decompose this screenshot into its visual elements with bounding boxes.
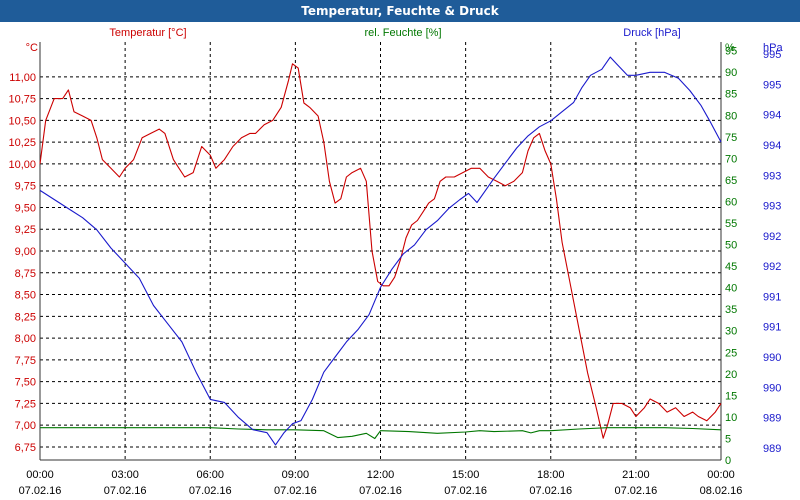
humidity-tick-label: 90 (725, 67, 737, 79)
humidity-tick-label: 20 (725, 369, 737, 381)
humidity-tick-label: 10 (725, 412, 737, 424)
x-tick-date: 07.02.16 (444, 485, 487, 497)
pressure-series-label: Druck [hPa] (623, 27, 680, 39)
temperature-tick-label: 9,50 (15, 202, 36, 214)
temperature-tick-label: 8,75 (15, 268, 36, 280)
humidity-tick-label: 65 (725, 175, 737, 187)
pressure-tick-label: 991 (763, 322, 781, 334)
temperature-tick-label: 9,25 (15, 224, 36, 236)
x-tick-date: 07.02.16 (189, 485, 232, 497)
temperature-tick-label: 7,00 (15, 420, 36, 432)
weather-line-chart: 11,00 10,75 10,50 10,25 10,00 9,75 9,50 9,25 9,0… (8, 27, 783, 497)
temperature-tick-label: 9,00 (15, 246, 36, 258)
pressure-tick-label: 994 (763, 140, 781, 152)
chart-title: Temperatur, Feuchte & Druck (301, 4, 499, 18)
humidity-tick-label: 0 (725, 455, 731, 467)
temperature-tick-label: 8,25 (15, 311, 36, 323)
humidity-tick-label: 15 (725, 390, 737, 402)
temperature-tick-label: 10,50 (8, 115, 36, 127)
humidity-unit-label: % (725, 42, 735, 54)
pressure-tick-label: 993 (763, 201, 781, 213)
pressure-tick-label: 989 (763, 413, 781, 425)
temperature-tick-label: 8,00 (15, 333, 36, 345)
pressure-tick-label: 995 (763, 79, 781, 91)
temperature-tick-label: 10,25 (8, 137, 36, 149)
humidity-tick-label: 95 (725, 46, 737, 58)
x-tick-date: 07.02.16 (614, 485, 657, 497)
humidity-tick-label: 85 (725, 89, 737, 101)
x-tick-time: 00:00 (26, 469, 54, 481)
temperature-tick-label: 7,25 (15, 398, 36, 410)
humidity-tick-label: 70 (725, 153, 737, 165)
x-tick-date: 07.02.16 (529, 485, 572, 497)
temperature-tick-label: 8,50 (15, 290, 36, 302)
humidity-tick-label: 55 (725, 218, 737, 230)
pressure-tick-label: 989 (763, 443, 781, 455)
temperature-unit-label: °C (26, 42, 38, 54)
temperature-line (39, 63, 722, 439)
pressure-unit-label: hPa (763, 42, 783, 54)
pressure-tick-label: 990 (763, 352, 781, 364)
humidity-tick-label: 35 (725, 304, 737, 316)
temperature-tick-label: 10,75 (8, 94, 36, 106)
humidity-tick-label: 80 (725, 110, 737, 122)
humidity-tick-label: 40 (725, 283, 737, 295)
x-tick-date: 07.02.16 (359, 485, 402, 497)
humidity-tick-label: 5 (725, 433, 731, 445)
temperature-series-label: Temperatur [°C] (109, 27, 186, 39)
pressure-tick-label: 995 (763, 49, 781, 61)
x-tick-time: 15:00 (452, 469, 480, 481)
pressure-tick-label: 994 (763, 110, 781, 122)
x-tick-date: 08.02.16 (700, 485, 743, 497)
humidity-tick-label: 45 (725, 261, 737, 273)
humidity-tick-label: 25 (725, 347, 737, 359)
chart-title-bar: Temperatur, Feuchte & Druck (0, 0, 800, 22)
x-tick-time: 21:00 (622, 469, 650, 481)
temperature-tick-label: 6,75 (15, 442, 36, 454)
humidity-tick-label: 30 (725, 326, 737, 338)
temperature-tick-label: 7,75 (15, 355, 36, 367)
x-tick-date: 07.02.16 (19, 485, 62, 497)
x-tick-time: 12:00 (367, 469, 395, 481)
humidity-series-label: rel. Feuchte [%] (364, 27, 441, 39)
temperature-tick-label: 10,00 (8, 159, 36, 171)
pressure-tick-label: 992 (763, 231, 781, 243)
temperature-tick-label: 7,50 (15, 377, 36, 389)
x-tick-date: 07.02.16 (104, 485, 147, 497)
humidity-tick-label: 60 (725, 196, 737, 208)
pressure-line (39, 56, 722, 446)
pressure-tick-label: 991 (763, 291, 781, 303)
pressure-tick-label: 990 (763, 382, 781, 394)
x-tick-time: 06:00 (196, 469, 224, 481)
temperature-tick-label: 11,00 (9, 72, 36, 84)
humidity-tick-label: 50 (725, 240, 737, 252)
x-tick-date: 07.02.16 (274, 485, 317, 497)
x-tick-time: 00:00 (707, 469, 735, 481)
pressure-tick-label: 992 (763, 261, 781, 273)
x-tick-time: 03:00 (111, 469, 139, 481)
humidity-tick-label: 75 (725, 132, 737, 144)
x-tick-time: 18:00 (537, 469, 565, 481)
x-tick-time: 09:00 (282, 469, 310, 481)
pressure-tick-label: 993 (763, 170, 781, 182)
temperature-tick-label: 9,75 (15, 181, 36, 193)
